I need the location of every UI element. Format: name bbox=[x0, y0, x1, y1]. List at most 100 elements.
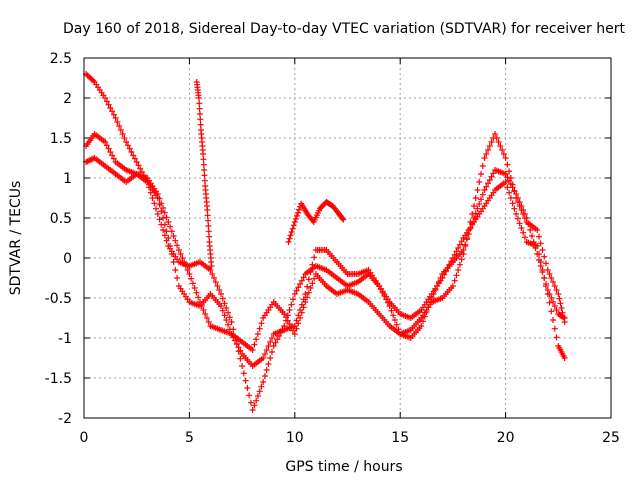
y-tick-label: -1.5 bbox=[45, 371, 72, 387]
interpolated-marker bbox=[520, 211, 527, 217]
interpolated-marker bbox=[294, 209, 301, 216]
series-track-2 bbox=[83, 131, 568, 353]
interpolated-marker bbox=[119, 131, 126, 137]
interpolated-marker bbox=[311, 275, 318, 282]
data-point-marker bbox=[123, 139, 130, 145]
interpolated-marker bbox=[521, 215, 528, 221]
data-point-marker bbox=[291, 291, 298, 297]
interpolated-marker bbox=[223, 317, 230, 323]
interpolated-marker bbox=[288, 301, 295, 308]
interpolated-marker bbox=[474, 187, 481, 193]
chart-title: Day 160 of 2018, Sidereal Day-to-day VTE… bbox=[63, 21, 625, 37]
interpolated-marker bbox=[290, 222, 297, 229]
interpolated-marker bbox=[289, 225, 296, 232]
interpolated-marker bbox=[261, 373, 268, 379]
interpolated-marker bbox=[184, 267, 191, 273]
ticks-layer: 0 5 10 15 20 25 -2 -1.5 -1 -0.5 0 0.5 1 1.5 2 2.5 bbox=[45, 51, 620, 446]
data-point-marker bbox=[175, 247, 182, 253]
interpolated-marker bbox=[209, 271, 216, 277]
data-point-marker bbox=[249, 407, 256, 413]
data-point-marker bbox=[502, 155, 509, 161]
interpolated-marker bbox=[535, 233, 542, 240]
interpolated-marker bbox=[441, 271, 448, 278]
interpolated-marker bbox=[172, 237, 179, 244]
interpolated-marker bbox=[488, 139, 495, 145]
interpolated-marker bbox=[297, 307, 304, 313]
interpolated-marker bbox=[177, 251, 184, 257]
interpolated-marker bbox=[288, 229, 295, 235]
interpolated-marker bbox=[244, 385, 251, 391]
interpolated-marker bbox=[455, 267, 462, 273]
interpolated-marker bbox=[135, 162, 142, 169]
interpolated-marker bbox=[287, 232, 294, 239]
interpolated-marker bbox=[486, 177, 493, 183]
interpolated-marker bbox=[110, 155, 117, 162]
interpolated-marker bbox=[391, 317, 398, 323]
interpolated-marker bbox=[225, 309, 232, 316]
data-point-marker bbox=[165, 235, 172, 241]
data-point-marker bbox=[249, 347, 256, 353]
interpolated-marker bbox=[305, 289, 312, 296]
interpolated-marker bbox=[309, 280, 316, 287]
interpolated-marker bbox=[307, 285, 314, 291]
data-point-marker bbox=[439, 275, 446, 281]
interpolated-marker bbox=[521, 234, 528, 241]
interpolated-marker bbox=[474, 205, 481, 212]
interpolated-marker bbox=[109, 152, 116, 159]
interpolated-marker bbox=[444, 265, 451, 271]
interpolated-marker bbox=[110, 111, 117, 118]
interpolated-marker bbox=[455, 245, 462, 251]
data-point-marker bbox=[291, 323, 298, 329]
interpolated-marker bbox=[497, 143, 504, 149]
interpolated-marker bbox=[537, 259, 544, 265]
interpolated-marker bbox=[226, 314, 233, 321]
data-point-marker bbox=[102, 95, 109, 101]
interpolated-marker bbox=[121, 135, 128, 141]
interpolated-marker bbox=[214, 283, 221, 289]
interpolated-marker bbox=[490, 170, 497, 177]
interpolated-marker bbox=[274, 336, 281, 343]
interpolated-marker bbox=[126, 145, 133, 152]
interpolated-marker bbox=[297, 281, 304, 287]
interpolated-marker bbox=[195, 294, 202, 301]
y-tick-label: 0.5 bbox=[50, 211, 72, 227]
data-point-marker bbox=[228, 331, 235, 337]
interpolated-marker bbox=[295, 284, 302, 291]
interpolated-marker bbox=[548, 308, 555, 315]
interpolated-marker bbox=[151, 200, 158, 207]
data-point-marker bbox=[534, 227, 541, 233]
data-point-marker bbox=[186, 271, 193, 277]
interpolated-marker bbox=[225, 321, 232, 328]
interpolated-marker bbox=[499, 147, 506, 153]
interpolated-marker bbox=[560, 314, 567, 321]
interpolated-marker bbox=[293, 317, 300, 324]
interpolated-marker bbox=[296, 206, 303, 213]
interpolated-marker bbox=[253, 336, 260, 343]
interpolated-marker bbox=[223, 305, 230, 311]
interpolated-marker bbox=[557, 300, 564, 307]
interpolated-marker bbox=[518, 225, 525, 231]
interpolated-marker bbox=[196, 100, 203, 107]
grid-layer bbox=[84, 58, 611, 418]
y-axis-label: SDTVAR / TECUs bbox=[8, 181, 24, 296]
interpolated-marker bbox=[506, 168, 513, 175]
interpolated-marker bbox=[458, 256, 465, 263]
interpolated-marker bbox=[456, 261, 463, 268]
interpolated-marker bbox=[267, 355, 274, 361]
interpolated-marker bbox=[258, 383, 265, 390]
interpolated-marker bbox=[293, 287, 300, 294]
data-point-marker bbox=[102, 139, 109, 145]
data-point-marker bbox=[207, 267, 214, 273]
interpolated-marker bbox=[189, 280, 196, 287]
interpolated-marker bbox=[193, 289, 200, 296]
interpolated-marker bbox=[307, 269, 314, 275]
interpolated-marker bbox=[221, 312, 228, 319]
data-point-marker bbox=[133, 159, 140, 165]
interpolated-marker bbox=[131, 155, 138, 162]
data-point-marker bbox=[200, 151, 207, 157]
interpolated-marker bbox=[216, 287, 223, 293]
data-point-marker bbox=[544, 291, 551, 297]
interpolated-marker bbox=[149, 195, 156, 201]
interpolated-marker bbox=[256, 325, 263, 332]
